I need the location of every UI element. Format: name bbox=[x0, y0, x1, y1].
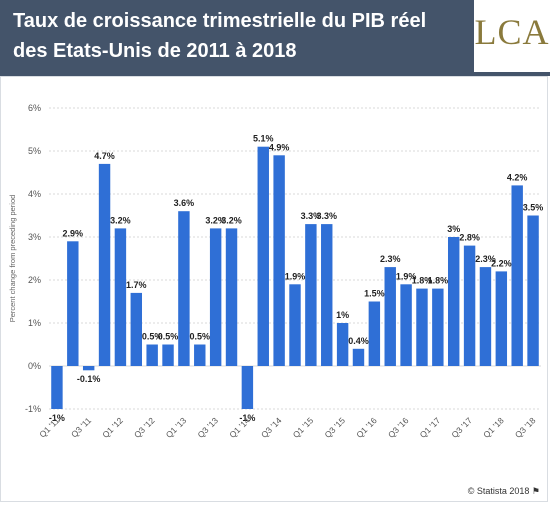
data-label: 2.8% bbox=[459, 233, 480, 243]
bar bbox=[384, 267, 396, 366]
bar bbox=[368, 301, 381, 366]
bar bbox=[416, 288, 428, 366]
bar bbox=[273, 155, 285, 366]
data-label: 3.2% bbox=[205, 215, 226, 225]
data-label: 1.5% bbox=[364, 289, 385, 299]
data-label: 0.5% bbox=[190, 332, 211, 342]
data-label: 1.9% bbox=[396, 271, 417, 281]
data-label: 0.5% bbox=[158, 332, 179, 342]
bar bbox=[98, 163, 111, 366]
bar bbox=[400, 284, 412, 366]
data-label: 1.8% bbox=[428, 276, 449, 286]
bar bbox=[257, 146, 269, 366]
bar bbox=[336, 323, 349, 366]
x-tick-label: Q3 '11 bbox=[69, 415, 93, 439]
bar bbox=[352, 348, 365, 366]
bar bbox=[447, 237, 460, 366]
lca-logo: LCA bbox=[474, 0, 550, 72]
bar bbox=[241, 366, 254, 409]
y-tick-label: 6% bbox=[28, 103, 41, 113]
data-label: 5.1% bbox=[253, 134, 274, 144]
bar bbox=[114, 228, 127, 366]
data-label: 1.7% bbox=[126, 280, 147, 290]
header-banner: Taux de croissance trimestrielle du PIB … bbox=[0, 0, 550, 76]
data-label: 3.2% bbox=[221, 215, 242, 225]
statista-credit: © Statista 2018 bbox=[467, 486, 530, 496]
x-tick-label: Q1 '16 bbox=[354, 415, 379, 440]
x-tick-label: Q1 '17 bbox=[418, 415, 443, 440]
bar bbox=[162, 344, 174, 366]
bar bbox=[67, 241, 79, 366]
bar bbox=[194, 344, 206, 366]
bar bbox=[479, 267, 492, 366]
data-label: 3.3% bbox=[316, 211, 337, 221]
data-label: 3.3% bbox=[301, 211, 322, 221]
footer-credit: © Statista 2018 ⚑ bbox=[468, 486, 540, 497]
bar bbox=[305, 224, 317, 366]
bar bbox=[463, 245, 476, 366]
bar bbox=[225, 228, 238, 366]
x-tick-label: Q1 '12 bbox=[100, 415, 125, 440]
bar bbox=[82, 366, 95, 371]
data-label: 2.3% bbox=[380, 254, 401, 264]
bar bbox=[495, 271, 508, 366]
data-label: -1% bbox=[49, 413, 65, 423]
x-tick-label: Q1 '15 bbox=[291, 415, 316, 440]
logo-text: LCA bbox=[474, 12, 550, 52]
data-label: -0.1% bbox=[77, 374, 101, 384]
data-label: 3.6% bbox=[174, 198, 195, 208]
chart-frame: -1% 0% 1% 2% 3% 4% 5% 6% Percent change from pre… bbox=[0, 76, 548, 502]
bar bbox=[321, 224, 333, 366]
data-label: 0.4% bbox=[348, 336, 369, 346]
data-label: 3.5% bbox=[523, 203, 544, 213]
y-tick-label: 2% bbox=[28, 275, 41, 285]
data-label: -1% bbox=[239, 413, 255, 423]
data-label: 4.7% bbox=[94, 151, 115, 161]
data-label: 2.3% bbox=[475, 254, 496, 264]
data-label: 3.2% bbox=[110, 215, 131, 225]
x-tick-label: Q3 '17 bbox=[449, 415, 474, 440]
y-tick-label: 4% bbox=[28, 189, 41, 199]
x-tick-label: Q3 '12 bbox=[132, 415, 157, 440]
y-tick-label: 1% bbox=[28, 318, 41, 328]
bar bbox=[178, 211, 190, 366]
data-label: 4.9% bbox=[269, 142, 290, 152]
y-tick-label: -1% bbox=[25, 404, 41, 414]
chart-title: Taux de croissance trimestrielle du PIB … bbox=[13, 10, 427, 62]
data-label: 1% bbox=[336, 310, 349, 320]
data-label: 3% bbox=[447, 224, 460, 234]
data-label: 1.8% bbox=[412, 276, 433, 286]
y-axis-label: Percent change from preceding period bbox=[8, 195, 17, 323]
bar bbox=[289, 284, 301, 366]
data-label: 2.9% bbox=[63, 228, 84, 238]
bar bbox=[511, 185, 523, 366]
y-tick-label: 3% bbox=[28, 232, 41, 242]
x-tick-label: Q3 '14 bbox=[259, 415, 284, 440]
bar-chart: -1% 0% 1% 2% 3% 4% 5% 6% Percent change from pre… bbox=[8, 103, 544, 440]
data-label: 2.2% bbox=[491, 258, 512, 268]
x-tick-label: Q1 '13 bbox=[164, 415, 189, 440]
flag-icon: ⚑ bbox=[531, 486, 540, 496]
y-tick-label: 0% bbox=[28, 361, 41, 371]
data-label: 0.5% bbox=[142, 332, 163, 342]
bar bbox=[51, 366, 63, 409]
data-label: 4.2% bbox=[507, 172, 528, 182]
x-tick-label: Q3 '15 bbox=[322, 415, 347, 440]
bar bbox=[527, 215, 539, 366]
bar bbox=[432, 288, 444, 366]
data-label: 1.9% bbox=[285, 271, 306, 281]
x-tick-label: Q3 '13 bbox=[195, 415, 220, 440]
x-tick-label: Q3 '18 bbox=[513, 415, 538, 440]
bar bbox=[130, 292, 143, 366]
x-tick-label: Q1 '18 bbox=[481, 415, 506, 440]
bar bbox=[209, 228, 222, 366]
bar bbox=[146, 344, 158, 366]
x-tick-label: Q3 '16 bbox=[386, 415, 411, 440]
y-tick-label: 5% bbox=[28, 146, 41, 156]
